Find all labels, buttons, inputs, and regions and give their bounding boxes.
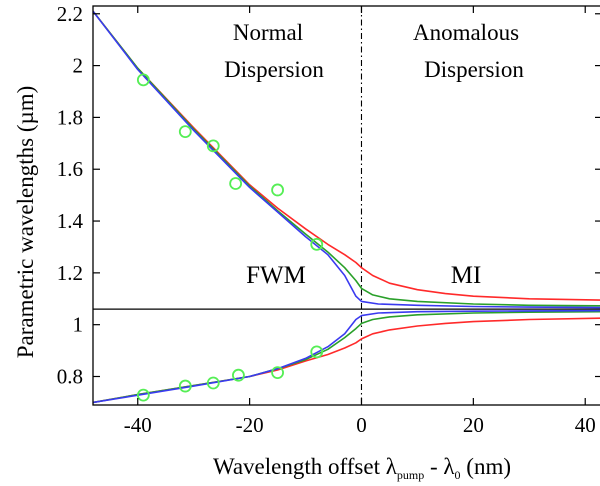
label-layer: Normal Dispersion Anomalous Dispersion F… [13, 20, 524, 482]
y-tick-label: 2 [73, 54, 84, 78]
y-tick-label: 0.8 [57, 365, 83, 389]
measured-point [136, 73, 150, 87]
y-tick-label: 1.2 [57, 261, 83, 285]
x-tick-label: 20 [463, 413, 484, 437]
measured-point [229, 177, 243, 190]
anomalous-region-label-line1: Anomalous [413, 20, 519, 45]
x-axis-title-sub-pump: pump [397, 468, 424, 482]
plot-frame [92, 5, 600, 406]
series-2-lower-line [93, 309, 600, 404]
mi-region-label: MI [451, 262, 482, 289]
measured-point [310, 237, 324, 251]
plot-layer [93, 6, 600, 405]
y-tick-label: 1.4 [57, 209, 84, 233]
x-axis-title-sub-zero: 0 [455, 468, 461, 482]
measured-point [178, 125, 192, 139]
normal-region-label-line1: Normal [233, 20, 303, 45]
series-1-upper-line [93, 10, 600, 307]
measured-point [271, 183, 284, 197]
x-tick-label: 0 [356, 413, 367, 437]
y-tick-label: 2.2 [57, 2, 83, 26]
measured-point [232, 368, 245, 382]
x-axis-title: Wavelength offset λpump - λ0 (nm) [213, 454, 511, 482]
x-axis-title-mid: - λ [424, 454, 455, 479]
x-axis-title-main: Wavelength offset λ [213, 454, 398, 479]
y-tick-label: 1 [73, 313, 84, 337]
y-tick-label: 1.8 [57, 105, 83, 129]
measured-point [136, 388, 150, 402]
normal-region-label-line2: Dispersion [224, 57, 324, 82]
x-tick-label: -40 [124, 413, 152, 437]
x-tick-label: -20 [236, 413, 264, 437]
anomalous-region-label-line2: Dispersion [424, 57, 524, 82]
series-1-lower-line [93, 310, 600, 404]
tick-layer: -40 -20 0 20 40 0.8 1 1.2 1.4 1.6 1.8 2 2.2 [57, 2, 600, 437]
x-tick-label: 40 [575, 413, 596, 437]
measured-point [206, 139, 220, 153]
y-axis-title: Parametric wavelengths (µm) [13, 86, 38, 359]
measured-point [310, 345, 324, 359]
series-2-upper-line [93, 10, 600, 309]
measured-point [178, 379, 192, 393]
series-0-upper-line [93, 10, 600, 301]
plot-content [93, 6, 600, 405]
fwm-region-label: FWM [246, 262, 306, 289]
x-axis-title-end: (nm) [461, 454, 511, 479]
measured-point [271, 366, 284, 380]
y-tick-label: 1.6 [57, 157, 83, 181]
measured-point [206, 376, 220, 390]
